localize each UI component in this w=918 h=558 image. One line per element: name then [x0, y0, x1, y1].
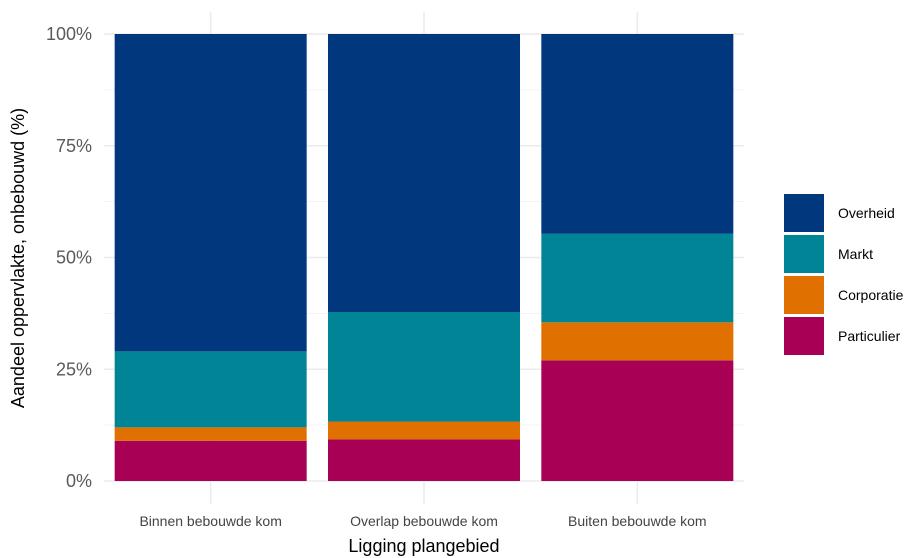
bars [114, 34, 734, 481]
legend-label: Particulier [838, 328, 901, 344]
bar-segment-particulier [328, 439, 520, 481]
bar-segment-corporatie [328, 421, 520, 440]
bar-segment-corporatie [114, 427, 307, 441]
bar-segment-overheid [541, 34, 734, 234]
y-tick-label: 75% [56, 136, 92, 156]
x-tick-label: Binnen bebouwde kom [139, 513, 281, 529]
y-axis-title: Aandeel oppervlakte, onbebouwd (%) [8, 108, 28, 408]
bar-segment-overheid [114, 34, 307, 352]
legend-key-markt [784, 235, 824, 273]
legend-key-corporatie [784, 276, 824, 314]
x-axis-title: Ligging plangebied [348, 536, 499, 556]
y-axis-ticks: 0% 25% 50% 75% 100% [46, 24, 92, 491]
bar-segment-particulier [114, 440, 307, 481]
bar-segment-particulier [541, 360, 734, 481]
y-tick-label: 100% [46, 24, 92, 44]
y-tick-label: 0% [66, 471, 92, 491]
legend-label: Corporatie [838, 287, 904, 303]
bar-segment-corporatie [541, 322, 734, 361]
y-tick-label: 50% [56, 248, 92, 268]
legend-label: Markt [838, 246, 873, 262]
legend: Overheid Markt Corporatie Particulier [784, 194, 904, 355]
y-tick-label: 25% [56, 359, 92, 379]
bar-segment-markt [328, 312, 520, 422]
bar-segment-markt [114, 351, 307, 428]
x-tick-label: Overlap bebouwde kom [350, 513, 498, 529]
bar-segment-overheid [328, 34, 520, 313]
x-tick-label: Buiten bebouwde kom [568, 513, 707, 529]
legend-key-particulier [784, 317, 824, 355]
x-axis-ticks: Binnen bebouwde kom Overlap bebouwde kom B… [139, 513, 706, 529]
legend-label: Overheid [838, 205, 895, 221]
bar-segment-markt [541, 233, 734, 323]
legend-key-overheid [784, 194, 824, 232]
